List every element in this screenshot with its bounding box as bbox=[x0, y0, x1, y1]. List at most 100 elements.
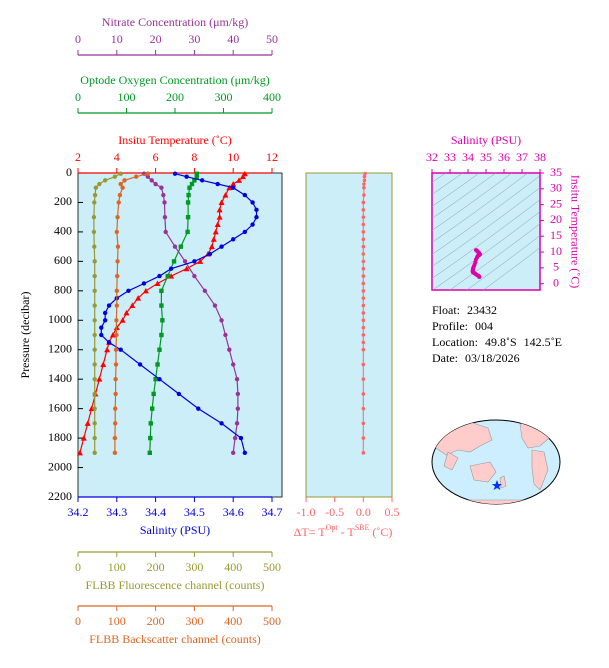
x-tick-label: 200 bbox=[147, 614, 165, 628]
y-tick-label: 2000 bbox=[48, 459, 72, 473]
data-point bbox=[135, 295, 142, 301]
data-point bbox=[92, 421, 97, 426]
info-value: 004 bbox=[475, 319, 493, 333]
data-point bbox=[235, 391, 241, 397]
data-point bbox=[92, 391, 97, 397]
data-point bbox=[119, 317, 126, 323]
data-point bbox=[147, 450, 152, 456]
data-point bbox=[137, 362, 143, 367]
data-point bbox=[361, 340, 366, 345]
data-point bbox=[92, 192, 98, 198]
info-label: Profile: bbox=[432, 319, 468, 333]
data-point bbox=[361, 451, 366, 455]
data-point bbox=[361, 377, 366, 381]
data-point bbox=[214, 221, 221, 228]
info-label: Location: bbox=[432, 335, 478, 349]
data-point bbox=[113, 406, 118, 411]
data-point bbox=[215, 181, 220, 187]
data-point bbox=[92, 318, 97, 323]
x-tick-label: 50 bbox=[266, 32, 278, 46]
data-point bbox=[231, 450, 236, 456]
data-point bbox=[192, 178, 197, 183]
data-point bbox=[123, 309, 130, 316]
data-point bbox=[118, 181, 123, 187]
data-point bbox=[118, 171, 123, 176]
x-tick-label: 400 bbox=[224, 560, 242, 574]
x-tick-label: 10 bbox=[227, 150, 239, 164]
data-point bbox=[250, 222, 255, 227]
data-point bbox=[361, 200, 366, 205]
axis-title: Insitu Temperature (˚C) bbox=[568, 175, 582, 289]
y-tick-label: 25 bbox=[550, 196, 562, 210]
x-tick-label: 200 bbox=[166, 90, 184, 104]
data-point bbox=[202, 288, 208, 294]
data-point bbox=[134, 174, 139, 179]
x-tick-label: 34.7 bbox=[262, 505, 283, 519]
y-tick-label: 20 bbox=[550, 212, 562, 226]
data-point bbox=[236, 177, 243, 183]
data-point bbox=[231, 237, 236, 242]
data-point bbox=[254, 214, 259, 220]
y-tick-label: 15 bbox=[550, 228, 562, 242]
data-point bbox=[227, 347, 232, 352]
x-tick-label: 400 bbox=[224, 614, 242, 628]
y-tick-label: 30 bbox=[550, 181, 562, 195]
data-point bbox=[112, 450, 118, 456]
data-point bbox=[162, 200, 167, 205]
data-point bbox=[194, 171, 200, 176]
data-point bbox=[92, 347, 97, 352]
data-point bbox=[231, 185, 236, 190]
data-point bbox=[183, 265, 190, 272]
data-point bbox=[92, 450, 97, 456]
data-point bbox=[361, 406, 366, 411]
x-tick-label: 0 bbox=[75, 32, 81, 46]
data-point bbox=[361, 252, 366, 256]
y-tick-label: 0 bbox=[66, 165, 72, 179]
x-tick-label: 0 bbox=[75, 560, 81, 574]
density-contour bbox=[482, 247, 540, 290]
info-value: 49.8˚S bbox=[485, 335, 517, 349]
data-point bbox=[159, 303, 164, 308]
data-point bbox=[115, 259, 120, 264]
data-point bbox=[361, 333, 366, 337]
data-point bbox=[162, 214, 168, 220]
data-point bbox=[182, 259, 188, 264]
data-point bbox=[171, 259, 177, 264]
data-point bbox=[361, 244, 366, 249]
x-tick-label: 20 bbox=[150, 32, 162, 46]
axis-title: Salinity (PSU) bbox=[451, 133, 521, 147]
x-tick-label: 34 bbox=[462, 150, 474, 164]
data-point bbox=[199, 178, 205, 183]
data-point bbox=[192, 259, 197, 264]
data-point bbox=[361, 289, 366, 293]
y-tick-label: 800 bbox=[54, 283, 72, 297]
x-tick-label: 0 bbox=[75, 614, 81, 628]
density-contour bbox=[466, 235, 540, 290]
x-tick-label: 38 bbox=[534, 150, 546, 164]
data-point bbox=[114, 303, 120, 308]
data-point bbox=[154, 280, 161, 286]
data-point bbox=[157, 347, 162, 352]
plot-area bbox=[77, 172, 283, 498]
data-point bbox=[184, 174, 189, 179]
data-point bbox=[113, 376, 118, 382]
axis-title: Optode Oxygen Concentration (μm/kg) bbox=[80, 73, 269, 87]
data-point bbox=[99, 325, 104, 330]
data-point bbox=[76, 449, 83, 456]
data-point bbox=[155, 362, 160, 367]
density-contour bbox=[432, 175, 540, 255]
data-point bbox=[92, 244, 97, 249]
data-point bbox=[106, 340, 112, 345]
data-point bbox=[362, 174, 367, 179]
data-point bbox=[148, 435, 153, 441]
info-value: 23432 bbox=[467, 303, 497, 317]
data-point bbox=[106, 303, 112, 308]
data-point bbox=[153, 181, 158, 187]
data-point bbox=[165, 273, 170, 279]
x-tick-label: 34.5 bbox=[184, 505, 205, 519]
y-tick-label: 600 bbox=[54, 253, 72, 267]
axis-title-part: - T bbox=[338, 525, 356, 539]
data-point bbox=[361, 274, 366, 278]
y-tick-label: 35 bbox=[550, 165, 562, 179]
